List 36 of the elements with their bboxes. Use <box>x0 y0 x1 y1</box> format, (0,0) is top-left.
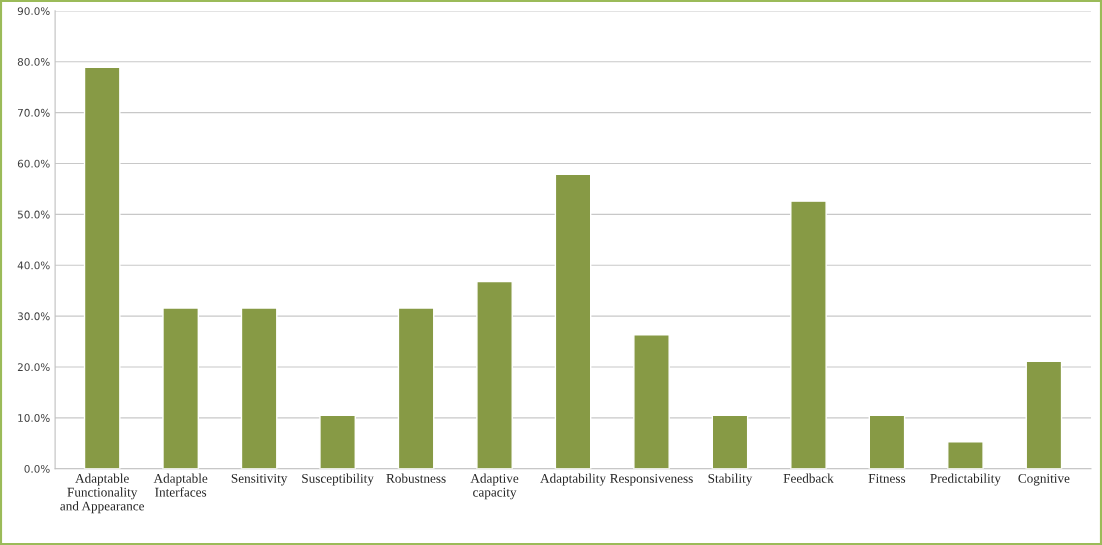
y-tick-label: 0.0% <box>24 464 50 473</box>
y-tick-label: 50.0% <box>17 210 50 219</box>
bar <box>868 414 906 469</box>
y-tick-label: 10.0% <box>18 414 50 422</box>
bar <box>476 280 513 469</box>
y-tick-label: 80.0% <box>17 57 50 66</box>
x-tick-label: Robustness <box>386 473 446 483</box>
x-tick-label: Predictability <box>930 473 1001 486</box>
y-tick-label: 20.0% <box>17 363 50 372</box>
x-tick-label: Cognitive <box>1018 473 1070 486</box>
x-tick-label: Feedback <box>783 473 834 483</box>
bar <box>83 66 121 469</box>
bar <box>319 414 356 469</box>
x-tick-label: Adaptability <box>540 473 606 486</box>
x-tick-label: Adaptable Interfaces <box>153 473 208 497</box>
y-tick-label: 70.0% <box>18 108 50 117</box>
bar <box>790 200 827 469</box>
x-tick-label: Sensitivity <box>231 473 288 486</box>
x-tick-label: Susceptibility <box>302 473 374 486</box>
x-tick-label: Stability <box>708 473 753 486</box>
y-tick-label: 40.0% <box>17 261 50 270</box>
bar <box>1025 360 1063 469</box>
bar <box>240 307 278 469</box>
x-tick-label: Adaptable Functionality and Appearance <box>60 473 145 514</box>
bar <box>633 334 670 469</box>
bar <box>711 414 749 469</box>
y-tick-label: 90.0% <box>17 7 50 16</box>
y-tick-label: 60.0% <box>17 159 50 168</box>
x-tick-label: Adaptive capacity <box>470 473 519 500</box>
x-tick-label: Responsiveness <box>610 473 693 486</box>
bar <box>397 307 435 469</box>
x-tick-label: Fitness <box>868 473 906 483</box>
y-tick-label: 30.0% <box>17 312 50 321</box>
bar <box>162 307 200 469</box>
bar <box>554 173 592 469</box>
bar <box>947 441 984 469</box>
